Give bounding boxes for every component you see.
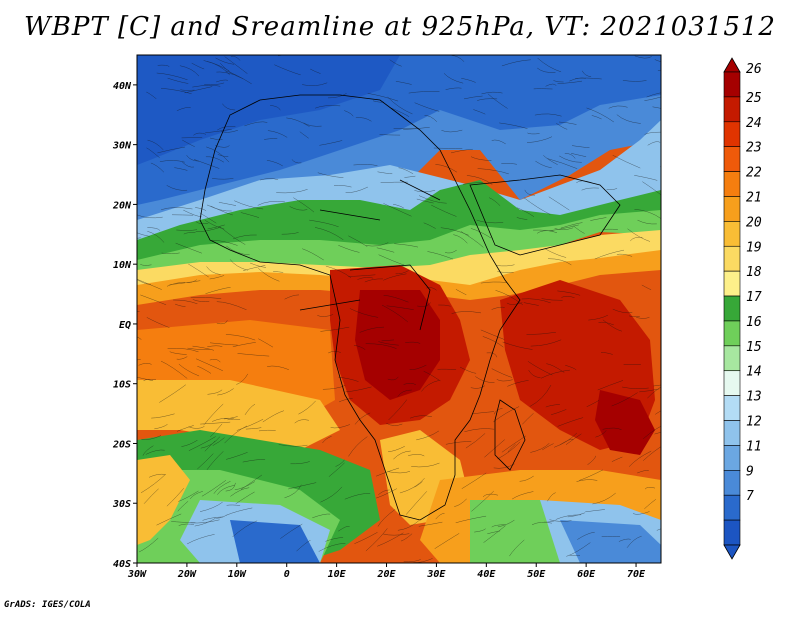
lon-tick-label: 20W	[177, 569, 197, 580]
colorbar-swatch	[723, 196, 741, 222]
streamlines	[137, 55, 661, 563]
colorbar-label: 23	[746, 141, 762, 156]
credit-label: GrADS: IGES/COLA	[4, 600, 91, 610]
colorbar-swatch	[723, 370, 741, 396]
lat-tick-label: EQ	[119, 320, 131, 331]
colorbar-label: 21	[746, 190, 762, 205]
colorbar-swatch	[723, 71, 741, 98]
plot-frame	[136, 54, 662, 564]
colorbar-label: 20	[746, 215, 762, 230]
lon-tick-label: 0	[284, 569, 290, 580]
lat-tick-label: 30N	[112, 141, 132, 152]
colorbar-label: 19	[746, 240, 762, 255]
colorbar-label: 16	[746, 315, 762, 330]
lon-tick-label: 50E	[527, 569, 546, 580]
colorbar-label: 26	[746, 62, 762, 77]
lat-tick-label: 30S	[112, 499, 131, 510]
colorbar: 26 25 24 23 22 21 20 19 18 17 16 15 14 13 12 11 9 7	[723, 57, 762, 560]
colorbar-swatch	[723, 171, 741, 197]
colorbar-label: 11	[746, 439, 762, 454]
lon-tick-label: 60E	[577, 569, 596, 580]
lon-tick-label: 30W	[127, 569, 147, 580]
colorbar-label: 13	[746, 390, 762, 405]
colorbar-swatch	[723, 345, 741, 372]
colorbar-label: 9	[746, 464, 754, 479]
colorbar-swatch	[723, 245, 741, 272]
colorbar-swatch	[723, 420, 741, 446]
colorbar-bottom-arrow	[723, 544, 741, 560]
colorbar-label: 17	[746, 290, 762, 305]
colorbar-swatch	[723, 221, 741, 247]
colorbar-swatch	[723, 146, 741, 172]
colorbar-label: 18	[746, 265, 762, 280]
longitude-axis: 30W 20W 10W 0 10E 20E 30E 40E 50E 60E 70E	[127, 563, 646, 580]
lat-tick-label: 10S	[113, 380, 131, 391]
temperature-field	[137, 55, 661, 563]
lon-tick-label: 30E	[426, 569, 446, 580]
colorbar-label: 7	[746, 489, 754, 504]
lon-tick-label: 40E	[477, 569, 496, 580]
colorbar-swatch	[723, 96, 741, 123]
chart-title: WBPT [C] and Sreamline at 925hPa, VT: 20…	[24, 12, 776, 42]
lat-tick-label: 40N	[113, 81, 132, 92]
colorbar-label: 12	[746, 415, 762, 430]
colorbar-top-arrow	[723, 57, 741, 73]
colorbar-label: 15	[746, 340, 762, 355]
colorbar-label: 22	[746, 166, 762, 181]
colorbar-swatch	[723, 270, 741, 297]
lat-tick-label: 20N	[112, 200, 132, 211]
colorbar-swatch	[723, 519, 741, 546]
colorbar-label: 25	[746, 91, 762, 106]
colorbar-swatch	[723, 320, 741, 347]
lat-tick-label: 40S	[113, 559, 131, 570]
lat-tick-label: 10N	[113, 260, 132, 271]
latitude-axis: 40N 30N 20N 10N EQ 10S 20S 30S 40S	[112, 81, 137, 570]
colorbar-swatch	[723, 494, 741, 521]
colorbar-swatch	[723, 121, 741, 147]
coastlines	[199, 94, 621, 521]
lat-tick-label: 20S	[112, 439, 131, 450]
colorbar-swatch	[723, 295, 741, 322]
lon-tick-label: 20E	[376, 569, 396, 580]
colorbar-swatch	[723, 395, 741, 421]
colorbar-label: 24	[746, 116, 762, 131]
colorbar-label: 14	[746, 365, 762, 380]
lon-tick-label: 10W	[228, 569, 247, 580]
lon-tick-label: 10E	[328, 569, 347, 580]
lon-tick-label: 70E	[627, 569, 646, 580]
colorbar-swatch	[723, 470, 741, 496]
colorbar-swatch	[723, 445, 741, 471]
